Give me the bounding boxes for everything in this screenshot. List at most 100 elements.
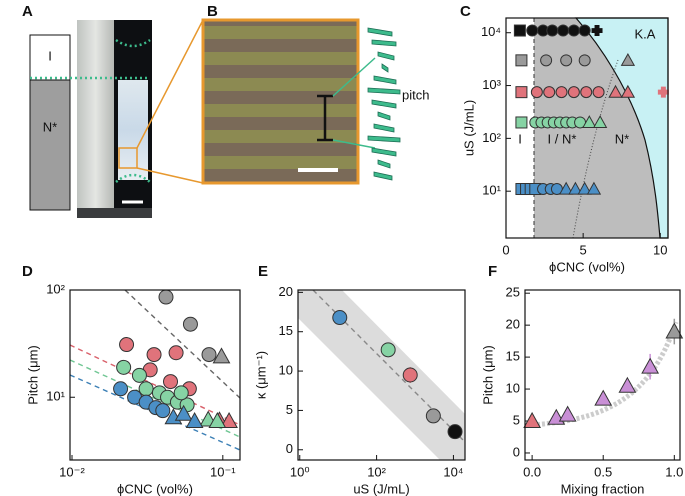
y-tick-label: 5 <box>513 412 520 427</box>
marker <box>592 86 605 99</box>
zoom-box <box>118 147 138 169</box>
y-tick-label: 10¹ <box>46 389 65 404</box>
y-axis-label: Pitch (μm) <box>480 345 495 405</box>
marker <box>530 86 543 99</box>
plot-frame <box>505 17 669 239</box>
panel-b: B pitch <box>201 3 429 185</box>
marker <box>620 84 636 98</box>
marker <box>592 115 608 129</box>
marker <box>515 116 528 129</box>
marker <box>526 24 539 37</box>
marker <box>568 181 583 195</box>
x-axis-label: ϕCNC (vol%) <box>549 259 625 274</box>
marker <box>174 404 193 421</box>
pitch-link <box>332 57 376 97</box>
x-tick-label: 0 <box>502 242 509 257</box>
region-label: I / N* <box>548 131 577 146</box>
marker <box>665 322 684 339</box>
x-tick-label: 10 <box>653 242 667 257</box>
isotropic-box <box>29 34 71 81</box>
marker <box>220 411 238 428</box>
pitch-link <box>332 139 376 149</box>
marker <box>546 24 559 37</box>
guide-curve <box>531 321 679 428</box>
y-tick-label: 10² <box>46 281 65 296</box>
marker <box>163 374 179 390</box>
confidence-band <box>298 290 465 460</box>
marker <box>578 24 591 37</box>
marker <box>580 86 593 99</box>
panel-letter: D <box>22 263 33 280</box>
marker <box>657 86 669 98</box>
y-tick-label: 10 <box>279 363 293 378</box>
marker <box>380 342 396 358</box>
x-tick-label: 0.0 <box>523 464 541 479</box>
micrograph <box>201 18 360 185</box>
marker <box>116 359 132 375</box>
y-axis-label: κ (μm⁻¹) <box>253 351 268 399</box>
x-tick-label: 10⁻¹ <box>210 464 236 479</box>
annotation: pitch <box>402 87 429 102</box>
marker <box>540 54 553 67</box>
marker <box>608 84 623 98</box>
marker <box>594 389 613 406</box>
marker <box>567 86 580 99</box>
marker <box>618 376 637 393</box>
zoom-line <box>136 19 204 149</box>
marker <box>119 337 135 353</box>
y-tick-label: 10² <box>482 130 501 145</box>
marker <box>212 347 231 364</box>
panel-letter: C <box>460 3 471 20</box>
marker <box>567 24 580 37</box>
marker <box>131 367 147 383</box>
marker <box>138 381 154 397</box>
x-tick-label: 10⁴ <box>443 464 463 479</box>
y-tick-label: 25 <box>506 285 520 300</box>
plot-frame <box>69 289 241 461</box>
zoom-line <box>136 167 204 184</box>
panel-a: A I N* <box>22 3 204 218</box>
marker <box>155 403 171 419</box>
marker <box>513 24 526 37</box>
marker <box>560 54 573 67</box>
phase-label: N* <box>43 119 57 134</box>
y-tick-label: 10³ <box>482 77 501 92</box>
vial-base <box>77 208 152 218</box>
fit-line <box>69 344 241 426</box>
x-axis-label: Mixing fraction <box>561 481 645 496</box>
marker <box>113 381 129 397</box>
marker <box>185 411 204 428</box>
marker <box>620 52 636 66</box>
marker <box>173 385 189 401</box>
region-label: N* <box>615 131 629 146</box>
marker <box>557 24 570 37</box>
panel-letter: E <box>258 263 268 280</box>
y-axis-label: uS (J/mL) <box>461 100 476 156</box>
marker <box>158 289 174 305</box>
marker <box>447 424 463 440</box>
plot-frame <box>524 289 681 461</box>
marker <box>201 347 217 363</box>
vial-photo <box>77 20 114 208</box>
marker <box>515 86 528 99</box>
x-tick-label: 1.0 <box>665 464 683 479</box>
marker <box>332 310 348 326</box>
x-tick-label: 5 <box>580 242 587 257</box>
plot-frame <box>297 289 466 461</box>
x-tick-label: 10⁻² <box>59 464 85 479</box>
marker <box>555 86 568 99</box>
y-tick-label: 0 <box>513 444 520 459</box>
x-tick-label: 0.5 <box>594 464 612 479</box>
region-ka <box>574 17 669 239</box>
phase-label: I <box>48 48 52 63</box>
marker <box>577 181 592 195</box>
x-axis-label: uS (J/mL) <box>353 481 409 496</box>
birefringent-region <box>118 80 148 180</box>
nematic-box <box>29 79 71 211</box>
marker <box>558 405 577 422</box>
y-tick-label: 15 <box>506 349 520 364</box>
marker <box>146 347 162 363</box>
y-tick-label: 20 <box>506 317 520 332</box>
region-label: K.A <box>635 26 656 41</box>
